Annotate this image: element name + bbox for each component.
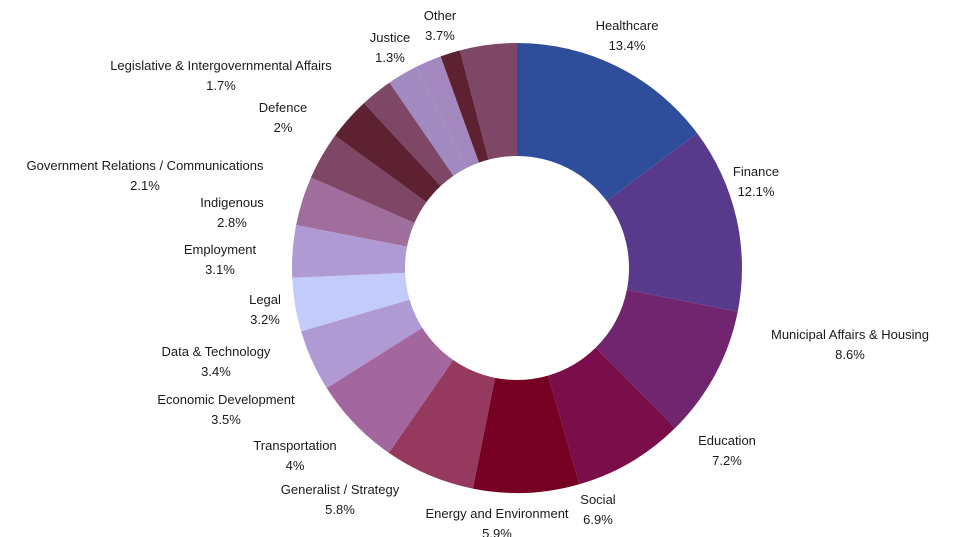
slice-generalist-strategy <box>326 327 454 453</box>
data-label-municipal-affairs-housing: Municipal Affairs & Housing 8.6% <box>771 327 929 362</box>
slice-value-label: 1.7% <box>206 78 236 93</box>
slice-value-label: 3.2% <box>250 312 280 327</box>
slice-value-label: 4% <box>286 458 305 473</box>
slice-employment <box>311 135 427 223</box>
slice-label: Justice <box>370 30 410 45</box>
slice-legal <box>296 177 415 247</box>
data-label-healthcare: Healthcare 13.4% <box>596 18 659 53</box>
data-label-legislative-intergovernmental-affairs: Legislative & Intergovernmental Affairs 1… <box>110 58 332 93</box>
data-label-transportation: Transportation 4% <box>253 438 336 473</box>
data-label-data-technology: Data & Technology 3.4% <box>162 344 271 379</box>
slice-label: Transportation <box>253 438 336 453</box>
slice-finance <box>606 133 742 312</box>
slice-value-label: 13.4% <box>609 38 646 53</box>
slice-label: Defence <box>259 100 307 115</box>
slice-government-relations-communications <box>363 82 454 186</box>
slice-label: Legislative & Intergovernmental Affairs <box>110 58 332 73</box>
slice-value-label: 3.5% <box>211 412 241 427</box>
slice-label: Other <box>424 8 457 23</box>
slice-value-label: 3.1% <box>205 262 235 277</box>
slice-value-label: 12.1% <box>738 184 775 199</box>
data-label-justice: Justice 1.3% <box>370 30 410 65</box>
slice-label: Data & Technology <box>162 344 271 359</box>
slice-education <box>548 347 676 485</box>
data-label-employment: Employment 3.1% <box>184 242 257 277</box>
slice-label: Economic Development <box>157 392 295 407</box>
data-label-indigenous: Indigenous 2.8% <box>200 195 264 230</box>
slice-value-label: 7.2% <box>712 453 742 468</box>
slice-label: Generalist / Strategy <box>281 482 400 497</box>
slice-economic-development <box>292 272 410 332</box>
slice-value-label: 2.1% <box>130 178 160 193</box>
slice-defence <box>389 66 467 176</box>
slice-transportation <box>301 299 423 389</box>
slice-value-label: 5.8% <box>325 502 355 517</box>
slice-value-label: 2% <box>274 120 293 135</box>
slice-data-technology <box>291 225 408 278</box>
slice-municipal-affairs-housing <box>595 289 738 429</box>
slice-other <box>459 43 517 160</box>
slice-label: Legal <box>249 292 281 307</box>
slice-label: Energy and Environment <box>425 506 568 521</box>
slice-label: Municipal Affairs & Housing <box>771 327 929 342</box>
data-label-other: Other 3.7% <box>424 8 457 43</box>
data-label-energy-and-environment: Energy and Environment 5.9% <box>425 506 568 537</box>
slice-energy-and-environment <box>388 360 496 489</box>
slice-label: Indigenous <box>200 195 264 210</box>
slice-value-label: 1.3% <box>375 50 405 65</box>
slice-value-label: 3.4% <box>201 364 231 379</box>
slice-legislative-intergovernmental-affairs <box>416 56 479 168</box>
slice-value-label: 5.9% <box>482 526 512 537</box>
slice-label: Finance <box>733 164 779 179</box>
slice-label: Government Relations / Communications <box>27 158 264 173</box>
slice-label: Employment <box>184 242 257 257</box>
data-label-economic-development: Economic Development 3.5% <box>157 392 295 427</box>
data-label-defence: Defence 2% <box>259 100 307 135</box>
slice-value-label: 2.8% <box>217 215 247 230</box>
data-label-finance: Finance 12.1% <box>733 164 779 199</box>
data-label-education: Education 7.2% <box>698 433 756 468</box>
slice-indigenous <box>335 103 441 203</box>
data-label-legal: Legal 3.2% <box>249 292 281 327</box>
slice-label: Education <box>698 433 756 448</box>
slice-value-label: 8.6% <box>835 347 865 362</box>
data-label-social: Social 6.9% <box>580 492 616 527</box>
slice-label: Social <box>580 492 616 507</box>
slice-value-label: 3.7% <box>425 28 455 43</box>
slice-healthcare <box>517 43 698 201</box>
slice-social <box>472 375 580 494</box>
data-label-government-relations-communications: Government Relations / Communications 2.1… <box>27 158 264 193</box>
slice-justice <box>440 50 489 163</box>
slice-value-label: 6.9% <box>583 512 613 527</box>
data-label-generalist-strategy: Generalist / Strategy 5.8% <box>281 482 400 517</box>
slice-label: Healthcare <box>596 18 659 33</box>
